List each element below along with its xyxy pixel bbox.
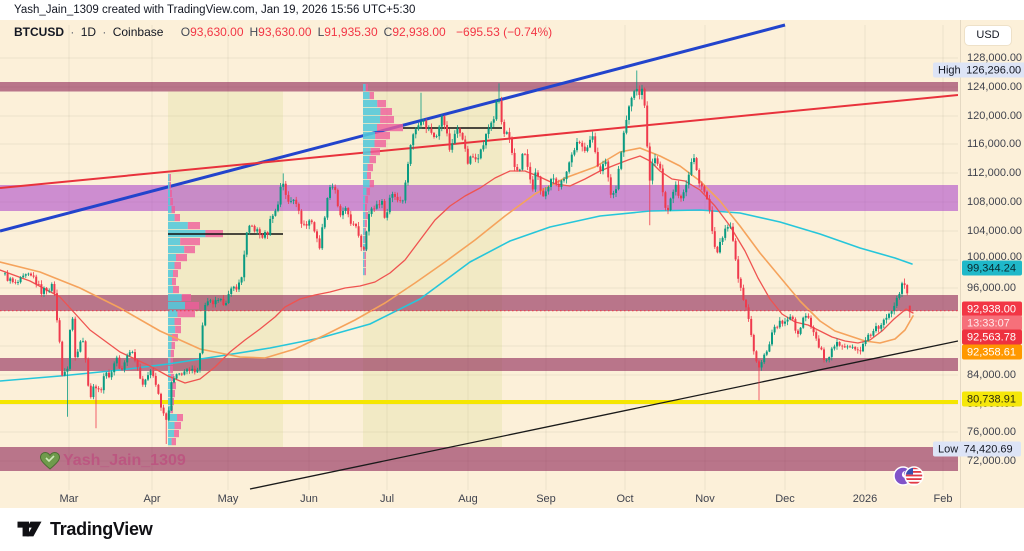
tradingview-wordmark: TradingView [50,518,153,539]
title-bar: Yash_Jain_1309 created with TradingView.… [0,0,1024,20]
legend-separator: · [70,25,75,39]
time-axis-label-may: May [217,493,239,505]
time-axis-label-jun: Jun [300,493,318,505]
bar-countdown-badge: 13:33:07 [962,315,1022,331]
watermark-username: Yash_Jain_1309 [63,452,186,469]
time-axis-label-feb: Feb [933,493,953,505]
time-axis-label-2026: 2026 [852,493,878,505]
footer-bar [0,508,1024,551]
attribution-text: Yash_Jain_1309 created with TradingView.… [14,4,416,16]
ma-fast-value-badge: 92,563.78 [962,329,1022,345]
time-axis-label-apr: Apr [143,493,161,505]
ohlc-value: 92,938.00 [392,25,446,39]
price-axis-label: 72,000.00 [967,455,1016,467]
price-axis-label: 100,000.00 [967,251,1023,263]
ma-200-value-badge: 99,344.24 [962,260,1022,276]
time-axis-label-mar: Mar [59,493,79,505]
price-axis-label: 120,000.00 [967,110,1023,122]
time-axis-label-dec: Dec [775,493,795,505]
ohlc-value: 93,630.00 [258,25,312,39]
time-axis-label-sep: Sep [536,493,556,505]
market-session-icon [893,466,924,486]
price-axis-label: 84,000.00 [967,369,1016,381]
exchange-label: Coinbase [112,25,164,39]
currency-toggle-button[interactable]: USD [965,26,1011,45]
price-axis-label: 104,000.00 [967,225,1023,237]
legend-separator: · [102,25,107,39]
time-axis-label-nov: Nov [695,493,715,505]
ohlc-key: H [249,25,259,39]
price-axis-label: 76,000.00 [967,426,1016,438]
tradingview-logo[interactable]: TradingView [16,517,153,541]
green-heart-icon [40,452,60,470]
high-label-badge: High 126,296.00 [933,62,1024,78]
author-watermark: Yash_Jain_1309 [40,452,186,470]
change-value: −695.53 (−0.74%) [456,25,553,39]
time-axis-label-aug: Aug [458,493,478,505]
ohlc-key: O [180,25,191,39]
price-axis-label: 108,000.00 [967,196,1023,208]
time-axis-label-jul: Jul [379,493,395,505]
symbol-legend[interactable]: BTCUSD · 1D · Coinbase O93,630.00 H93,630… [14,25,552,41]
price-axis-label: 124,000.00 [967,81,1023,93]
price-axis-label: 112,000.00 [967,167,1022,179]
ohlc-key: L [317,25,325,39]
interval-label[interactable]: 1D [80,25,97,39]
yellow-line-value-badge: 80,738.91 [962,391,1022,407]
price-axis-separator [960,20,961,508]
tradingview-logo-icon [17,521,42,537]
time-axis[interactable]: Mar Apr May Jun Jul Aug Sep Oct Nov Dec 2026 Feb [0,490,960,508]
low-label-badge: Low 74,420.69 [933,441,1021,457]
price-axis-label: 128,000.00 [967,52,1023,64]
time-axis-label-oct: Oct [616,493,634,505]
price-axis[interactable]: USD 128,000.00 124,000.00 120,000.00 116,00… [933,20,1024,508]
ohlc-value: 93,630.00 [190,25,244,39]
price-axis-label: 116,000.00 [967,138,1022,150]
ohlc-value: 91,935.30 [324,25,378,39]
last-price-badge: 92,938.00 [962,301,1022,317]
ohlc-values: O93,630.00 H93,630.00 L91,935.30 C92,938.00 [175,25,446,39]
ohlc-key: C [383,25,393,39]
ma-50-value-badge: 92,358.61 [962,344,1022,360]
price-axis-label: 96,000.00 [967,282,1016,294]
symbol-name[interactable]: BTCUSD [14,25,64,39]
